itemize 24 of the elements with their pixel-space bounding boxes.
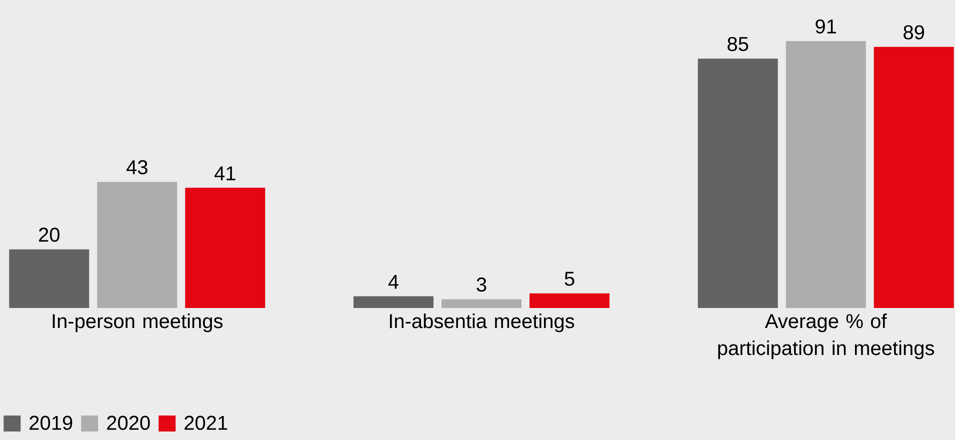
data-label: 4 (388, 274, 398, 289)
bar (97, 182, 178, 308)
data-label: 43 (126, 160, 148, 174)
x-tick-label: In-person meetings (52, 314, 223, 332)
bar (442, 299, 522, 308)
bar (530, 293, 610, 308)
bar (874, 46, 954, 308)
data-label: 5 (564, 272, 574, 286)
data-label: 89 (904, 25, 924, 40)
data-label: 85 (728, 36, 748, 52)
data-label: 91 (816, 19, 836, 34)
bar (354, 296, 434, 308)
legend-label: 2021 (184, 416, 228, 430)
data-label: 41 (214, 166, 236, 180)
bar (9, 249, 90, 308)
legend-label: 2019 (30, 416, 72, 430)
data-label: 3 (476, 278, 486, 292)
bar (786, 41, 866, 308)
bar (698, 58, 778, 308)
bar (185, 188, 266, 308)
legend-label: 2020 (107, 416, 150, 430)
x-tick-label: In-absentia meetings (390, 314, 574, 332)
x-tick-label: Average % of participation in meetings (718, 314, 934, 360)
data-label: 20 (39, 228, 60, 242)
